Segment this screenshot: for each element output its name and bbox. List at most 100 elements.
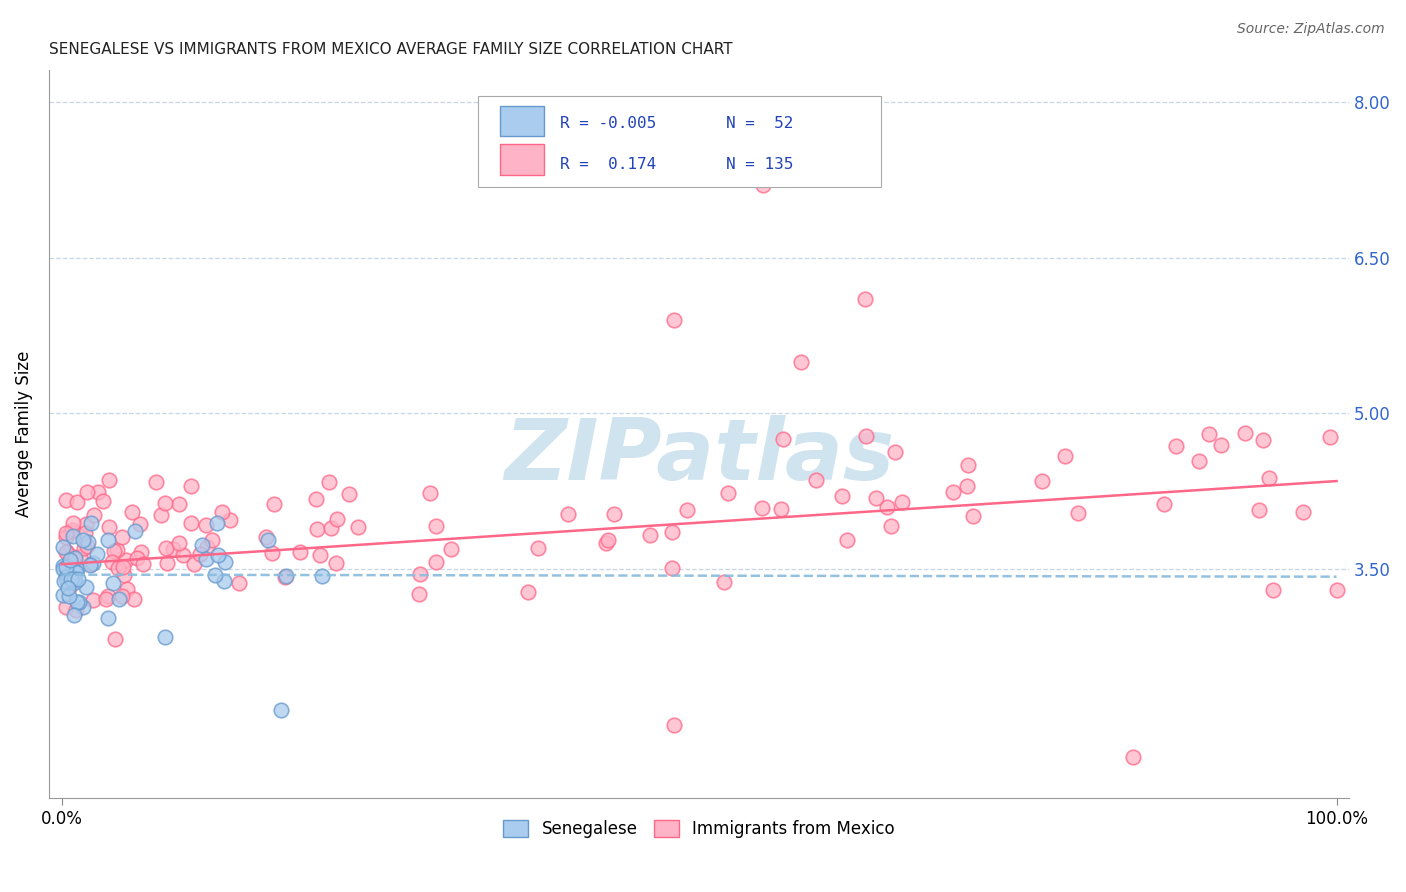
Point (180, 479, 202, 493)
Point (1031, 475, 1053, 489)
Point (55, 560, 77, 574)
Point (79, 558, 101, 573)
Point (309, 548, 332, 562)
Point (129, 545, 152, 559)
Point (55, 570, 77, 584)
FancyBboxPatch shape (501, 106, 544, 136)
Point (76, 484, 98, 499)
Point (150, 508, 173, 523)
Point (884, 445, 907, 459)
Point (145, 475, 167, 489)
Point (56, 571, 79, 585)
Point (55, 493, 77, 508)
Point (962, 508, 984, 523)
Point (346, 520, 368, 534)
Point (63, 574, 86, 589)
Point (876, 500, 898, 515)
Point (79, 516, 101, 531)
Point (1067, 506, 1090, 520)
Point (55, 574, 77, 589)
Point (557, 507, 579, 521)
Point (263, 497, 285, 511)
Point (103, 543, 125, 558)
Point (956, 479, 979, 493)
Point (713, 574, 735, 589)
Point (83, 508, 105, 522)
Point (66, 594, 89, 608)
Point (76, 539, 98, 553)
Text: N = 135: N = 135 (727, 157, 794, 172)
Point (56, 581, 79, 595)
Point (769, 501, 792, 516)
Text: ZIPatlas: ZIPatlas (503, 415, 894, 498)
Point (101, 555, 124, 569)
Point (66, 495, 89, 509)
Point (1247, 503, 1270, 517)
Point (321, 521, 343, 535)
Point (73, 526, 96, 541)
Point (662, 718, 685, 732)
Point (98, 519, 121, 533)
Point (1122, 749, 1144, 764)
Point (67, 595, 90, 609)
Point (598, 533, 620, 548)
Point (65, 565, 87, 579)
Point (595, 536, 617, 550)
Point (1198, 427, 1220, 442)
Point (274, 569, 297, 583)
Point (218, 513, 240, 527)
Point (270, 703, 292, 717)
Point (112, 560, 135, 574)
Point (440, 542, 463, 557)
Point (167, 497, 190, 511)
Point (153, 630, 176, 644)
Point (772, 432, 794, 446)
Point (853, 292, 876, 306)
Point (1257, 471, 1279, 485)
Point (1188, 454, 1211, 468)
Point (58, 576, 80, 591)
Point (517, 585, 540, 599)
Point (194, 552, 217, 566)
Point (86, 547, 108, 561)
Point (65, 562, 87, 576)
Point (87, 484, 110, 499)
Point (717, 486, 740, 500)
Point (52, 562, 75, 576)
Point (156, 556, 179, 570)
Point (257, 533, 280, 547)
Point (155, 541, 177, 555)
Y-axis label: Average Family Size: Average Family Size (15, 351, 32, 517)
Text: SENEGALESE VS IMMIGRANTS FROM MEXICO AVERAGE FAMILY SIZE CORRELATION CHART: SENEGALESE VS IMMIGRANTS FROM MEXICO AVE… (49, 42, 733, 57)
Point (55, 525, 77, 540)
Point (63, 608, 86, 623)
Point (97, 611, 120, 625)
Point (1233, 425, 1256, 440)
FancyBboxPatch shape (478, 96, 882, 186)
Point (183, 557, 205, 571)
Point (172, 548, 194, 562)
Point (125, 550, 148, 565)
Point (75, 517, 97, 532)
Point (260, 546, 283, 560)
Point (60, 523, 83, 537)
Text: R = -0.005: R = -0.005 (560, 116, 657, 131)
Point (1292, 505, 1315, 519)
Text: N =  52: N = 52 (727, 116, 794, 131)
Point (153, 496, 176, 510)
Point (56, 568, 79, 582)
Point (337, 487, 360, 501)
Point (526, 541, 548, 555)
Point (880, 519, 903, 533)
Point (58, 589, 80, 603)
Point (59, 552, 82, 566)
Point (804, 474, 827, 488)
Point (214, 555, 236, 569)
Point (98, 473, 121, 487)
Point (77, 534, 100, 549)
Point (204, 568, 226, 582)
Point (1253, 433, 1275, 447)
Point (114, 552, 136, 566)
Point (1326, 583, 1348, 598)
Point (326, 512, 349, 526)
